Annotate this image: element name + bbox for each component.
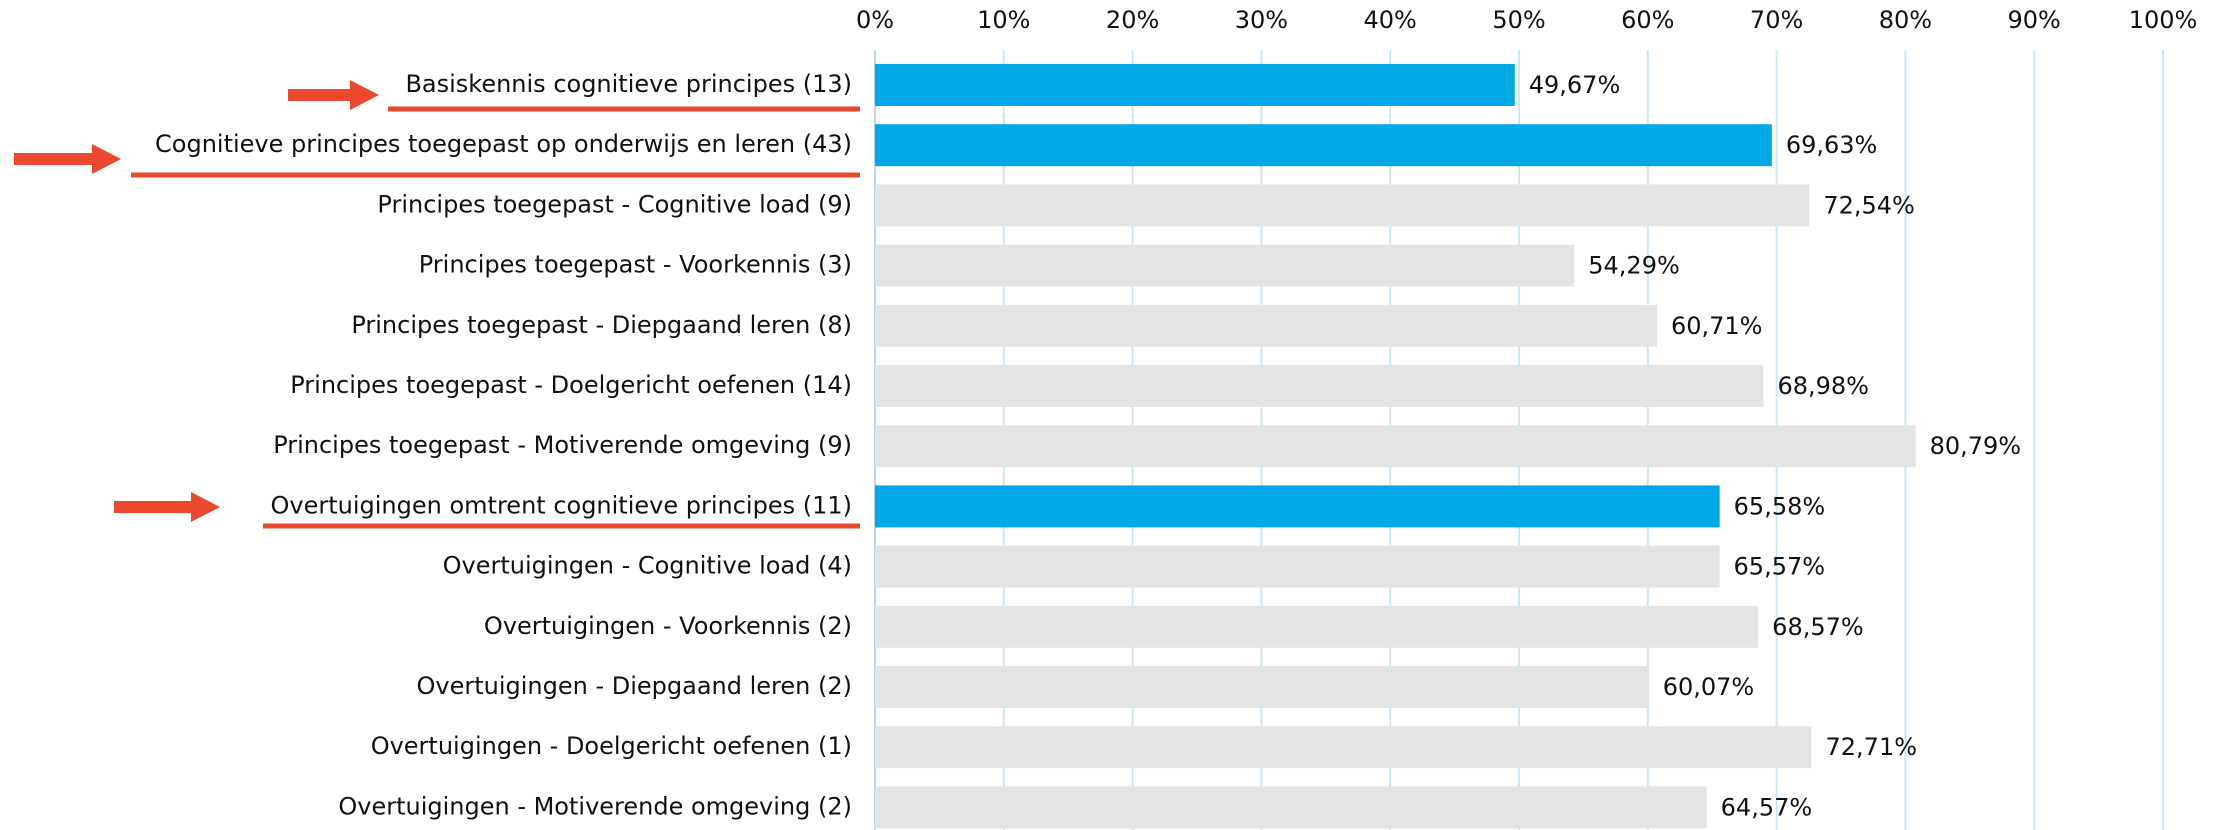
bar: [875, 244, 1575, 287]
annotations: [14, 80, 860, 529]
value-label: 69,63%: [1786, 131, 1878, 159]
value-label: 68,57%: [1772, 613, 1864, 641]
bar: [875, 304, 1657, 347]
value-label: 80,79%: [1930, 432, 2022, 460]
x-tick-label: 0%: [856, 6, 894, 34]
bar: [875, 64, 1515, 106]
x-tick-label: 20%: [1106, 6, 1159, 34]
bar: [875, 726, 1812, 769]
x-tick-label: 100%: [2129, 6, 2198, 34]
x-tick-label: 40%: [1364, 6, 1417, 34]
value-label: 65,58%: [1734, 492, 1826, 520]
value-label: 49,67%: [1529, 71, 1621, 99]
x-tick-label: 50%: [1492, 6, 1545, 34]
bar: [875, 605, 1759, 648]
category-label: Principes toegepast - Voorkennis (3): [419, 251, 852, 279]
category-label: Principes toegepast - Cognitive load (9): [377, 190, 852, 218]
category-label: Cognitieve principes toegepast op onderw…: [155, 130, 852, 158]
value-label: 54,29%: [1588, 252, 1680, 280]
category-label: Principes toegepast - Motiverende omgevi…: [273, 431, 852, 459]
bar: [875, 425, 1916, 468]
category-label: Overtuigingen - Cognitive load (4): [443, 552, 852, 580]
category-label: Principes toegepast - Doelgericht oefene…: [290, 371, 852, 399]
x-tick-label: 10%: [977, 6, 1030, 34]
category-label: Overtuigingen omtrent cognitieve princip…: [271, 491, 852, 519]
x-tick-label: 60%: [1621, 6, 1674, 34]
value-label: 72,71%: [1826, 733, 1918, 761]
arrow: [288, 80, 379, 110]
bar: [875, 485, 1720, 528]
value-label: 64,57%: [1721, 793, 1813, 821]
x-tick-label: 80%: [1879, 6, 1932, 34]
x-tick-label: 90%: [2008, 6, 2061, 34]
value-label: 60,07%: [1663, 673, 1755, 701]
value-label: 60,71%: [1671, 312, 1763, 340]
category-label: Principes toegepast - Diepgaand leren (8…: [351, 311, 852, 339]
arrow: [14, 144, 121, 174]
category-label: Overtuigingen - Voorkennis (2): [484, 612, 852, 640]
bar: [875, 365, 1764, 407]
bar: [875, 666, 1649, 708]
bar: [875, 545, 1720, 588]
category-label: Basiskennis cognitieve principes (13): [405, 70, 852, 98]
value-label: 65,57%: [1734, 553, 1826, 581]
category-label: Overtuigingen - Diepgaand leren (2): [416, 672, 852, 700]
x-tick-label: 30%: [1235, 6, 1288, 34]
category-label: Overtuigingen - Motiverende omgeving (2): [338, 792, 852, 820]
x-tick-label: 70%: [1750, 6, 1803, 34]
bar: [875, 786, 1707, 829]
bar: [875, 184, 1810, 227]
value-label: 72,54%: [1823, 191, 1915, 219]
bar: [875, 124, 1772, 167]
value-label: 68,98%: [1777, 372, 1869, 400]
arrow: [114, 492, 220, 522]
category-label: Overtuigingen - Doelgericht oefenen (1): [371, 732, 852, 760]
